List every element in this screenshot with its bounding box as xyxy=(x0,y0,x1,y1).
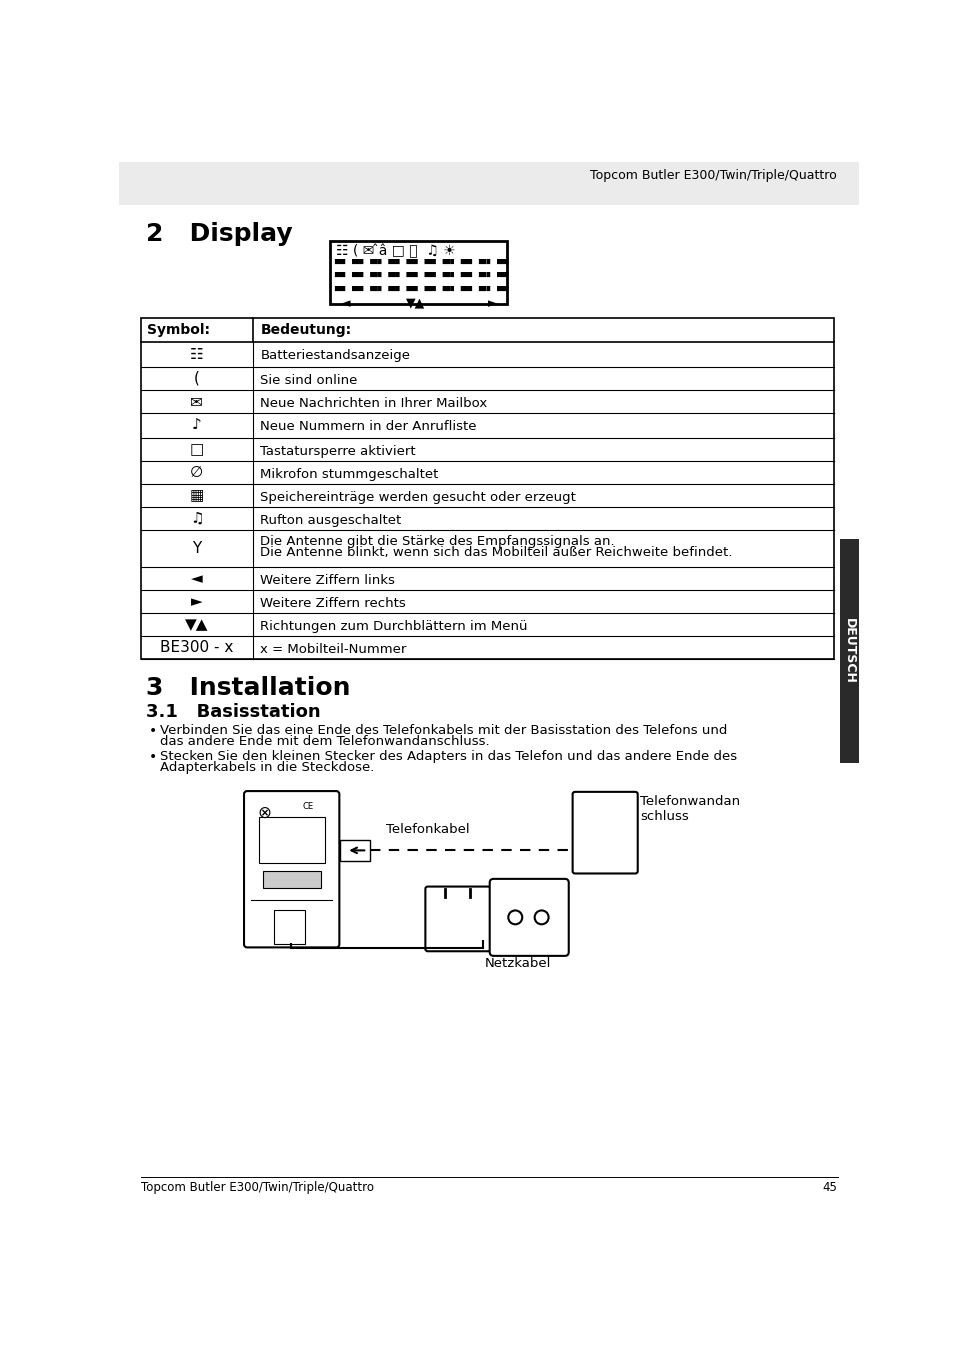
Text: ∅: ∅ xyxy=(190,464,203,479)
Text: □: □ xyxy=(190,441,204,456)
Text: Verbinden Sie das eine Ende des Telefonkabels mit der Basisstation des Telefons : Verbinden Sie das eine Ende des Telefonk… xyxy=(159,724,726,737)
Text: ⊗: ⊗ xyxy=(257,803,271,821)
Text: Batteriestandsanzeige: Batteriestandsanzeige xyxy=(260,350,410,362)
Text: ◄: ◄ xyxy=(191,571,202,586)
Text: CE: CE xyxy=(302,802,313,811)
Text: x = Mobilteil-Nummer: x = Mobilteil-Nummer xyxy=(260,643,406,656)
Text: ▼▲: ▼▲ xyxy=(185,617,209,632)
Text: DEUTSCH: DEUTSCH xyxy=(841,618,855,684)
Text: Neue Nachrichten in Ihrer Mailbox: Neue Nachrichten in Ihrer Mailbox xyxy=(260,397,487,410)
Text: Y: Y xyxy=(192,541,201,556)
Bar xyxy=(340,840,369,861)
Text: ▼▲: ▼▲ xyxy=(406,297,425,309)
Text: (: ( xyxy=(193,371,199,386)
Bar xyxy=(262,871,320,888)
Text: Weitere Ziffern links: Weitere Ziffern links xyxy=(260,574,395,587)
Bar xyxy=(119,162,858,205)
Text: 45: 45 xyxy=(821,1181,836,1195)
FancyBboxPatch shape xyxy=(489,879,568,956)
Bar xyxy=(330,240,506,304)
Bar xyxy=(141,317,833,659)
Text: 3   Installation: 3 Installation xyxy=(146,676,351,701)
Text: Sie sind online: Sie sind online xyxy=(260,374,357,386)
Text: Die Antenne blinkt, wenn sich das Mobilteil außer Reichweite befindet.: Die Antenne blinkt, wenn sich das Mobilt… xyxy=(260,547,732,559)
Text: ▄▖ ▄▖ ▄▖ ▄▖ ▄▖ ▄▖ ▄▖ ▄▖ ▄▖ ▄▖: ▄▖ ▄▖ ▄▖ ▄▖ ▄▖ ▄▖ ▄▖ ▄▖ ▄▖ ▄▖ xyxy=(334,254,512,265)
Text: Netzkabel: Netzkabel xyxy=(484,957,551,971)
Text: Richtungen zum Durchblättern im Menü: Richtungen zum Durchblättern im Menü xyxy=(260,620,527,633)
Text: Neue Nummern in der Anrufliste: Neue Nummern in der Anrufliste xyxy=(260,420,476,433)
Text: Symbol:: Symbol: xyxy=(147,323,210,338)
FancyBboxPatch shape xyxy=(425,887,490,952)
Text: ►: ► xyxy=(488,297,497,309)
Text: ✉: ✉ xyxy=(191,394,203,409)
Text: ►: ► xyxy=(191,594,202,609)
Text: 2   Display: 2 Display xyxy=(146,221,293,246)
Text: ☷: ☷ xyxy=(190,347,203,362)
Bar xyxy=(840,539,858,763)
Text: Mikrofon stummgeschaltet: Mikrofon stummgeschaltet xyxy=(260,467,438,481)
Text: ▄▖ ▄▖ ▄▖ ▄▖ ▄▖ ▄▖ ▄▖ ▄▖ ▄▖ ▄▖: ▄▖ ▄▖ ▄▖ ▄▖ ▄▖ ▄▖ ▄▖ ▄▖ ▄▖ ▄▖ xyxy=(334,281,512,290)
Text: Stecken Sie den kleinen Stecker des Adapters in das Telefon und das andere Ende : Stecken Sie den kleinen Stecker des Adap… xyxy=(159,751,736,763)
Text: •: • xyxy=(149,724,157,738)
Text: •: • xyxy=(149,751,157,764)
Text: Topcom Butler E300/Twin/Triple/Quattro: Topcom Butler E300/Twin/Triple/Quattro xyxy=(590,169,836,182)
Circle shape xyxy=(534,910,548,925)
Text: ☷ ( ✉ ̂â □ ⃣  ♫ ☀: ☷ ( ✉ ̂â □ ⃣ ♫ ☀ xyxy=(335,243,456,258)
FancyBboxPatch shape xyxy=(244,791,339,948)
Text: Weitere Ziffern rechts: Weitere Ziffern rechts xyxy=(260,597,406,610)
Text: Rufton ausgeschaltet: Rufton ausgeschaltet xyxy=(260,514,401,526)
Text: ▦: ▦ xyxy=(190,487,204,504)
Bar xyxy=(258,817,324,864)
Text: Topcom Butler E300/Twin/Triple/Quattro: Topcom Butler E300/Twin/Triple/Quattro xyxy=(141,1181,374,1195)
Text: Tastatursperre aktiviert: Tastatursperre aktiviert xyxy=(260,444,416,458)
Text: Speichereinträge werden gesucht oder erzeugt: Speichereinträge werden gesucht oder erz… xyxy=(260,491,576,504)
Text: Adapterkabels in die Steckdose.: Adapterkabels in die Steckdose. xyxy=(159,761,374,774)
Bar xyxy=(274,910,305,944)
Text: ♫: ♫ xyxy=(190,512,203,526)
FancyBboxPatch shape xyxy=(572,792,637,873)
Text: 3.1   Basisstation: 3.1 Basisstation xyxy=(146,702,320,721)
Text: Telefonwandan
schluss: Telefonwandan schluss xyxy=(639,795,740,824)
Circle shape xyxy=(508,910,521,925)
Text: Die Antenne gibt die Stärke des Empfangssignals an.: Die Antenne gibt die Stärke des Empfangs… xyxy=(260,536,615,548)
Text: Telefonkabel: Telefonkabel xyxy=(385,824,469,837)
Text: ◄: ◄ xyxy=(340,297,350,309)
Text: das andere Ende mit dem Telefonwandanschluss.: das andere Ende mit dem Telefonwandansch… xyxy=(159,734,489,748)
Text: BE300 - x: BE300 - x xyxy=(160,640,233,655)
Text: ▄▖ ▄▖ ▄▖ ▄▖ ▄▖ ▄▖ ▄▖ ▄▖ ▄▖ ▄▖: ▄▖ ▄▖ ▄▖ ▄▖ ▄▖ ▄▖ ▄▖ ▄▖ ▄▖ ▄▖ xyxy=(334,267,512,278)
Text: ♪: ♪ xyxy=(192,418,201,433)
Text: Bedeutung:: Bedeutung: xyxy=(260,323,351,338)
